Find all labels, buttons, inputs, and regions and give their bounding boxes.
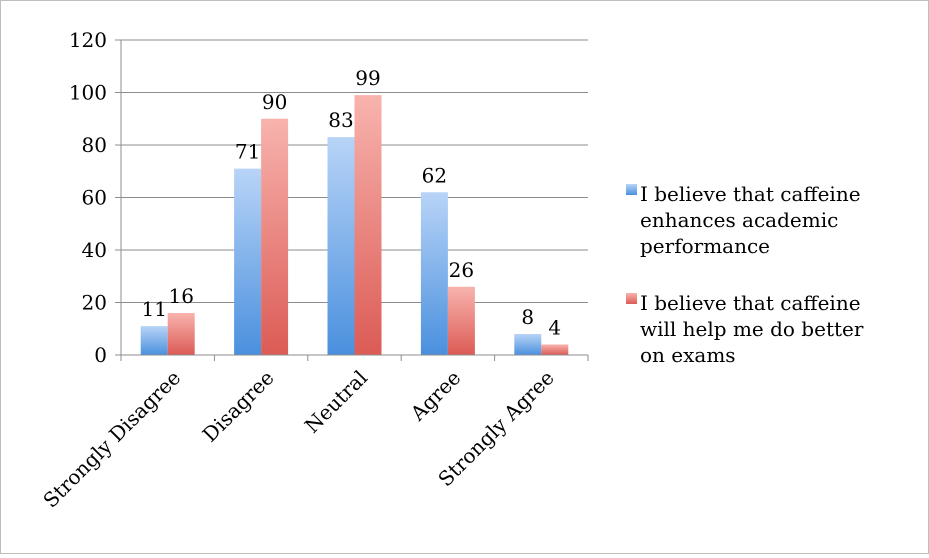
legend-label-line: I believe that caffeine bbox=[640, 182, 861, 206]
y-tick-label: 40 bbox=[82, 238, 107, 262]
axes: 0 20 40 60 80 100 120 Strongly Disagree Disagree… bbox=[38, 28, 589, 513]
y-tick-label: 0 bbox=[94, 343, 107, 367]
data-label: 11 bbox=[141, 297, 166, 321]
legend-swatch-series2 bbox=[626, 293, 637, 304]
y-tick-label: 100 bbox=[69, 81, 107, 105]
data-label: 90 bbox=[262, 90, 287, 114]
data-label: 99 bbox=[355, 66, 380, 90]
x-category-label: Disagree bbox=[198, 366, 279, 447]
data-label: 8 bbox=[521, 305, 534, 329]
bar-series2-disagree bbox=[261, 118, 289, 355]
legend-label-line: I believe that caffeine bbox=[640, 291, 861, 315]
bar-series2-strongly-disagree bbox=[167, 313, 195, 355]
bar-series2-agree bbox=[447, 286, 475, 355]
data-label: 4 bbox=[548, 316, 561, 340]
x-category-label: Agree bbox=[405, 366, 465, 426]
bar-series1-disagree bbox=[234, 168, 262, 355]
data-label: 16 bbox=[168, 284, 193, 308]
y-tick-label: 80 bbox=[82, 133, 107, 157]
bar-series2-strongly-agree bbox=[541, 344, 569, 355]
legend-label-line: on exams bbox=[640, 343, 736, 367]
legend-label-line: enhances academic bbox=[640, 208, 838, 232]
bar-series2-neutral bbox=[354, 95, 382, 355]
y-tick-label: 60 bbox=[82, 186, 107, 210]
data-label: 62 bbox=[422, 163, 447, 187]
data-label: 83 bbox=[328, 108, 353, 132]
y-tick-label: 120 bbox=[69, 28, 107, 52]
x-category-label: Strongly Disagree bbox=[38, 366, 185, 513]
legend-label-line: performance bbox=[640, 234, 770, 258]
x-category-label: Neutral bbox=[300, 366, 372, 438]
bars bbox=[140, 95, 569, 355]
legend-swatch-series1 bbox=[626, 184, 637, 195]
bar-series1-agree bbox=[420, 192, 448, 355]
legend-label-line: will help me do better bbox=[640, 317, 864, 341]
bar-series1-strongly-disagree bbox=[140, 326, 168, 355]
data-label: 71 bbox=[235, 140, 260, 164]
bar-series1-strongly-agree bbox=[514, 334, 542, 355]
data-label: 26 bbox=[449, 258, 474, 282]
y-tick-label: 20 bbox=[82, 291, 107, 315]
bar-series1-neutral bbox=[327, 137, 355, 355]
